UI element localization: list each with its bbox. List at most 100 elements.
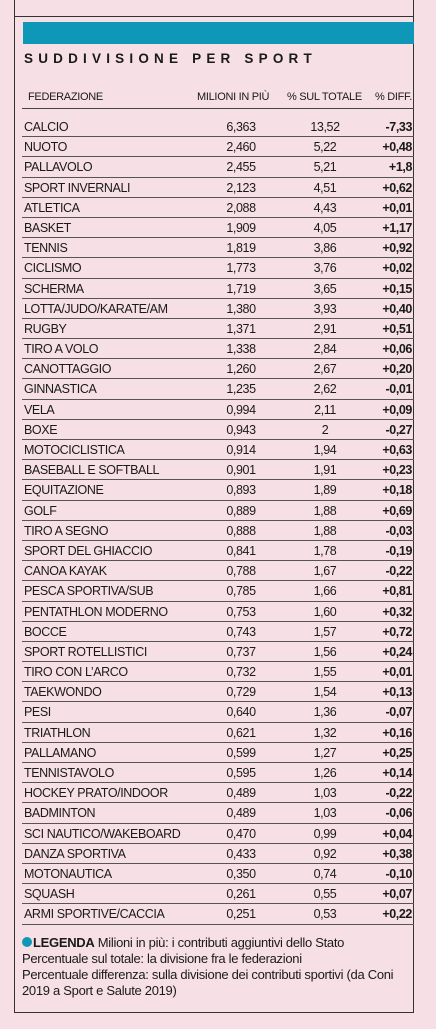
table-cell: 1,88 (313, 503, 337, 518)
table-cell: 0,470 (226, 826, 256, 841)
table-cell: 0,599 (226, 745, 256, 760)
table-cell: 0,893 (226, 483, 256, 498)
table-cell: 1,03 (313, 786, 337, 801)
table-cell: SPORT ROTELLISTICI (24, 644, 147, 659)
table-cell: BOCCE (24, 624, 67, 639)
table-row: ARMI SPORTIVE/CACCIA 0,251 0,53 +0,22 (22, 904, 414, 925)
table-cell: 0,55 (313, 887, 337, 902)
table-cell: NUOTO (24, 140, 67, 155)
table-cell: 0,788 (226, 564, 256, 579)
table-row: BADMINTON 0,489 1,03 -0,06 (22, 803, 414, 824)
table-cell: 1,380 (226, 301, 256, 316)
table-cell: PALLAVOLO (24, 160, 93, 175)
table-cell: 0,53 (313, 907, 337, 922)
table-cell: 1,819 (226, 241, 256, 256)
table-cell: SCI NAUTICO/WAKEBOARD (24, 826, 181, 841)
table-row: SCI NAUTICO/WAKEBOARD 0,470 0,99 +0,04 (22, 824, 414, 844)
table-cell: 0,489 (226, 806, 256, 821)
table-cell: 3,65 (313, 281, 337, 296)
table-cell: TENNISTAVOLO (24, 766, 114, 780)
table-cell: +0,09 (382, 402, 412, 417)
column-header: MILIONI IN PIÙ (197, 91, 270, 103)
table-cell: -0,22 (385, 564, 413, 579)
table-cell: 1,909 (226, 220, 256, 235)
table-cell: +0,25 (382, 745, 412, 760)
table-row: BASEBALL E SOFTBALL 0,901 1,91 +0,23 (22, 460, 414, 481)
table-cell: LOTTA/JUDO/KARATE/AM (24, 301, 168, 316)
top-rule (14, 16, 413, 17)
table-cell: -7,33 (385, 120, 413, 134)
table-cell: 1,32 (313, 725, 337, 740)
table-cell: 3,76 (313, 261, 337, 276)
table-cell: 1,371 (226, 321, 256, 336)
table-cell: +0,40 (382, 301, 412, 316)
table-cell: TIRO CON L’ARCO (24, 665, 128, 680)
table-cell: 2,088 (226, 200, 256, 215)
legend-line: Percentuale sul totale: la divisione fra… (22, 951, 302, 966)
column-header: % DIFF. (374, 91, 412, 103)
table-cell: 1,773 (226, 261, 256, 276)
table-cell: 1,91 (313, 463, 337, 478)
table-cell: +0,81 (382, 584, 412, 599)
table-row: TENNIS 1,819 3,86 +0,92 (22, 238, 414, 259)
table-row: BOCCE 0,743 1,57 +0,72 (22, 622, 414, 642)
table-cell: -0,07 (385, 705, 413, 720)
table-row: SQUASH 0,261 0,55 +0,07 (22, 884, 414, 905)
table-cell: 0,889 (226, 503, 256, 518)
table-cell: +0,02 (382, 261, 412, 276)
table-cell: 1,55 (313, 665, 337, 680)
table-cell: BASEBALL E SOFTBALL (24, 463, 160, 478)
table-row: CANOA KAYAK 0,788 1,67 -0,22 (22, 561, 414, 582)
table-cell: 0,640 (226, 705, 256, 720)
legend: LEGENDA Milioni in più: i contributi agg… (22, 935, 412, 999)
table-cell: BADMINTON (24, 806, 96, 821)
column-header: FEDERAZIONE (28, 91, 103, 103)
table-cell: 5,21 (313, 160, 337, 175)
table-row: CALCIO 6,363 13,52 -7,33 (22, 117, 414, 138)
table-cell: +0,63 (382, 443, 412, 457)
table-row: GOLF 0,889 1,88 +0,69 (22, 501, 414, 521)
table-row: SPORT ROTELLISTICI 0,737 1,56 +0,24 (22, 642, 414, 663)
table-cell: SQUASH (24, 887, 75, 902)
table-row: CANOTTAGGIO 1,260 2,67 +0,20 (22, 359, 414, 380)
table-cell: 2,62 (313, 382, 337, 397)
table-cell: -0,22 (385, 786, 413, 801)
table-cell: CICLISMO (24, 261, 82, 276)
table-row: PENTATHLON MODERNO 0,753 1,60 +0,32 (22, 602, 414, 622)
table-row: PALLAMANO 0,599 1,27 +0,25 (22, 743, 414, 763)
table-row: TIRO CON L’ARCO 0,732 1,55 +0,01 (22, 662, 414, 683)
table-cell: -0,27 (385, 422, 413, 437)
table-cell: +0,69 (382, 503, 412, 518)
table-cell: 1,54 (313, 685, 337, 700)
table-cell: PESI (24, 705, 51, 720)
table-cell: +0,06 (382, 342, 412, 357)
table-cell: 1,338 (226, 342, 256, 357)
table-cell: CANOTTAGGIO (24, 362, 112, 377)
table-row: BASKET 1,909 4,05 +1,17 (22, 218, 414, 239)
table-cell: 3,93 (313, 301, 337, 316)
table-cell: 0,92 (313, 846, 337, 861)
table-cell: HOCKEY PRATO/INDOOR (24, 786, 168, 801)
table-cell: 0,732 (226, 665, 256, 680)
table-cell: BASKET (24, 220, 71, 235)
title: SUDDIVISIONE PER SPORT (24, 51, 317, 66)
table-cell: TAEKWONDO (24, 685, 102, 700)
table-cell: +1,17 (382, 220, 412, 235)
table-cell: 0,888 (226, 523, 256, 538)
header-bar (23, 22, 414, 44)
table-row: PALLAVOLO 2,455 5,21 +1,8 (22, 157, 414, 178)
table-row: GINNASTICA 1,235 2,62 -0,01 (22, 379, 414, 400)
table-cell: +0,23 (382, 463, 412, 478)
table-row: MOTONAUTICA 0,350 0,74 -0,10 (22, 864, 414, 885)
table-cell: -0,01 (385, 382, 413, 397)
table-cell: DANZA SPORTIVA (24, 846, 126, 861)
table-row: CICLISMO 1,773 3,76 +0,02 (22, 258, 414, 279)
legend-bullet (22, 937, 32, 947)
table-cell: +0,48 (382, 140, 412, 155)
table-cell: 1,27 (313, 745, 337, 760)
table-row: DANZA SPORTIVA 0,433 0,92 +0,38 (22, 844, 414, 864)
table-row: VELA 0,994 2,11 +0,09 (22, 400, 414, 420)
table-cell: +0,16 (382, 725, 412, 740)
table-cell: +0,32 (382, 604, 412, 619)
table-cell: 2,460 (226, 140, 256, 155)
